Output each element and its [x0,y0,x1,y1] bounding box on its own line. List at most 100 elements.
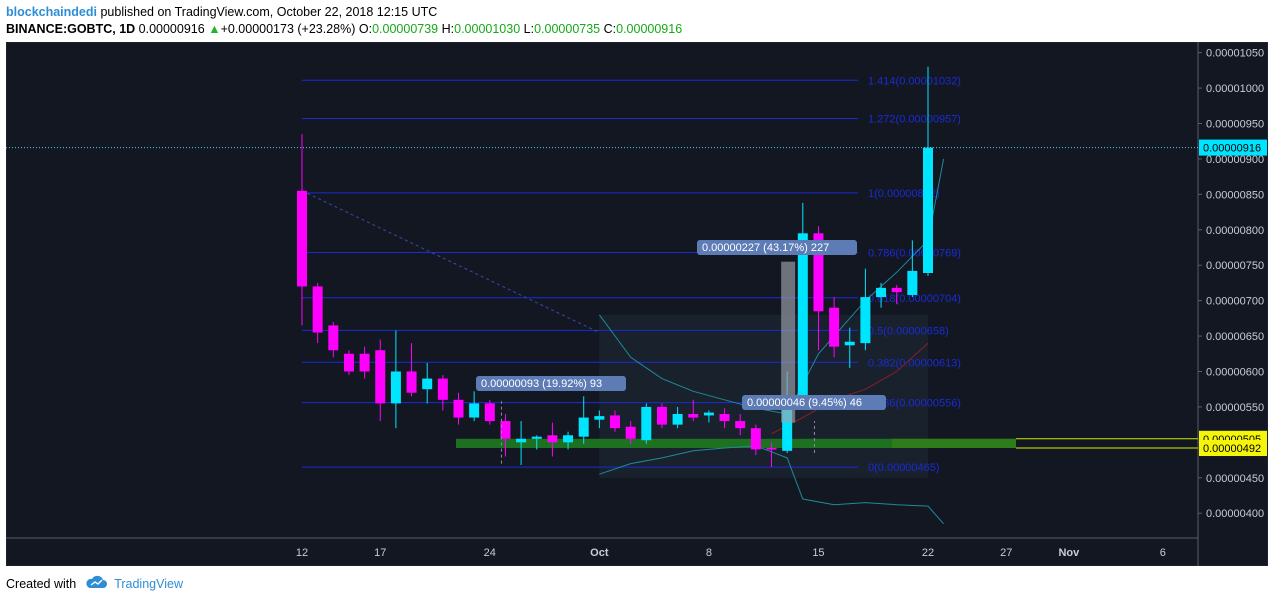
candle [484,399,495,425]
candle-body [766,448,777,450]
support-zone-extension [892,438,1016,449]
x-tick-label: 24 [484,547,496,559]
candle-body [782,401,793,451]
chart-frame[interactable]: 1.414(0.00001032) 1.272(0.00000957) 1(0.00… [5,41,1269,567]
candle [343,350,354,376]
high-value: 0.00001030 [454,22,521,36]
fib-label: 0.236(0.00000556) [868,398,961,410]
candle [500,414,511,457]
candle-body [343,353,354,372]
candle [437,375,448,411]
measure-label-box[interactable] [697,240,857,255]
candle-body [797,233,808,402]
candle [672,406,683,429]
candle-body [829,307,840,347]
candle [923,66,933,276]
candle-body [891,287,902,293]
candle-body [923,147,933,273]
candle-body [688,414,699,418]
candle [829,297,840,358]
y-tick-label: 0.00000900 [1206,154,1264,166]
candle-body [453,399,464,418]
fib-label: 0.618(0.00000704) [868,293,961,305]
x-tick-label: 6 [1160,547,1166,559]
candle [469,391,480,422]
candle-body [531,436,542,439]
x-tick-label: 12 [296,547,308,559]
candle-body [406,371,417,393]
y-tick-label: 0.00000800 [1206,225,1264,237]
support-zone-box[interactable] [456,438,1016,449]
candle [844,327,855,368]
candle-body [844,341,855,346]
open-value: 0.00000739 [372,22,439,36]
fib-label: 1.414(0.00001032) [868,75,961,87]
candle-body [297,190,307,287]
candle-body [484,403,495,422]
publish-line: blockchaindedi published on TradingView.… [6,4,682,21]
candle [860,268,871,351]
x-tick-label: Nov [1058,547,1080,559]
y-tick-label: 0.00001050 [1206,48,1264,60]
candle-body [375,350,386,404]
measure-annotations[interactable]: 0.00000093 (19.92%) 93 0.00000227 (43.17%… [476,240,886,464]
candles [297,66,933,468]
band-lower-line [599,445,944,525]
candle-body [735,421,746,429]
candle-body [422,378,433,390]
candle-body [860,297,871,344]
candlestick-chart[interactable]: 1.414(0.00001032) 1.272(0.00000957) 1(0.00… [5,41,1269,567]
zone-low-tag-bg [1199,440,1267,457]
author-link[interactable]: blockchaindedi [6,5,97,19]
x-tick-label: 15 [812,547,824,559]
candle [876,282,887,308]
y-tick-label: 0.00000850 [1206,189,1264,201]
candle [703,410,714,423]
candle-body [719,414,730,422]
fib-label: 1.272(0.00000957) [868,114,961,126]
measure-label: 0.00000046 (9.45%) 46 [747,397,862,409]
created-with-label: Created with [6,576,77,591]
y-tick-label: 0.00000750 [1206,260,1264,272]
fib-label: 0(0.00000465) [868,462,940,474]
candle-body [876,287,887,298]
candle [578,396,589,444]
candle [688,399,699,422]
candle-body [390,371,401,404]
candle-body [610,415,620,429]
x-tick-label: 27 [1000,547,1012,559]
y-tick-label: 0.00000550 [1206,402,1264,414]
candle-body [547,435,558,443]
measure-label-box[interactable] [476,376,626,391]
candle [359,346,370,379]
candle [312,282,323,344]
tradingview-link[interactable]: TradingView [114,576,183,591]
candle-body [328,325,339,351]
trend-lines [301,158,945,525]
candle-body [500,421,511,439]
time-axis[interactable]: 12 17 24 Oct 8 15 22 27 Nov 6 [296,547,1166,559]
published-text: published on TradingView.com, October 22… [97,5,438,19]
candle-body [656,406,667,425]
candle-body [813,233,824,312]
candle [563,431,574,450]
y-tick-label: 0.00000650 [1206,331,1264,343]
candle [719,408,730,429]
candle [531,435,542,450]
measure-label-box[interactable] [742,395,886,410]
candle-body [625,426,636,439]
support-zone[interactable] [456,438,1198,449]
low-label: L: [523,22,535,36]
y-tick-label: 0.00000950 [1206,118,1264,130]
candle [610,410,620,432]
candle [547,422,558,457]
last-price-tag-bg [1199,139,1267,156]
zone-low-tag: 0.00000492 [1203,443,1261,455]
candle [422,362,433,404]
price-axis[interactable]: 0.00001050 0.00001000 0.00000950 0.00000900… [1198,48,1267,521]
band-mid-line [771,342,929,435]
tradingview-cloud-icon [84,575,108,592]
candle [641,403,652,444]
candle-body [359,353,370,372]
fib-levels[interactable]: 1.414(0.00001032) 1.272(0.00000957) 1(0.00… [302,75,961,474]
